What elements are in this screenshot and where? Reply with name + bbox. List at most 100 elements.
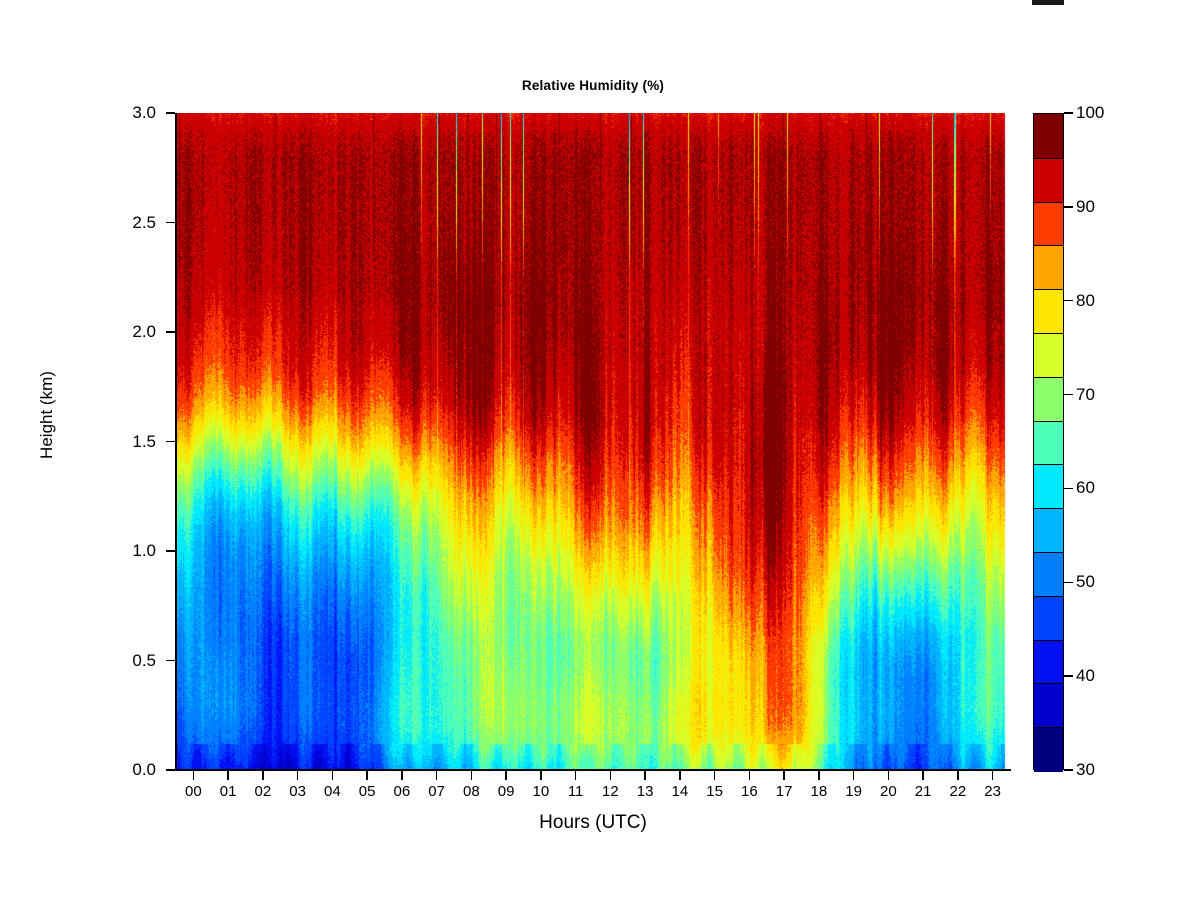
x-tick-mark xyxy=(470,771,473,780)
colorbar-separator xyxy=(1034,639,1063,641)
x-tick-mark xyxy=(713,771,716,780)
x-tick-mark xyxy=(227,771,229,780)
x-tick-label: 07 xyxy=(428,783,445,800)
x-axis-title: Hours (UTC) xyxy=(539,812,647,833)
x-tick-label: 02 xyxy=(254,783,272,800)
colorbar-tick-mark xyxy=(1064,393,1073,396)
colorbar-band xyxy=(1034,420,1063,465)
x-tick-label: 17 xyxy=(775,783,793,800)
colorbar-band xyxy=(1034,464,1063,509)
colorbar-separator xyxy=(1034,727,1063,729)
x-tick-mark xyxy=(748,771,751,780)
x-tick-label: 15 xyxy=(706,783,723,800)
x-tick-label: 05 xyxy=(358,783,376,800)
x-tick-mark xyxy=(922,771,924,780)
y-tick-label: 1.0 xyxy=(132,541,156,560)
colorbar-separator xyxy=(1034,552,1063,553)
colorbar[interactable] xyxy=(1033,113,1064,772)
x-tick-mark xyxy=(192,771,195,780)
x-tick-label: 08 xyxy=(463,783,480,800)
y-tick-label: 0.5 xyxy=(132,650,156,670)
x-tick-label: 23 xyxy=(984,783,1001,800)
x-tick-label: 06 xyxy=(393,783,411,800)
y-axis-title: Height (km) xyxy=(37,371,56,459)
colorbar-band xyxy=(1034,727,1063,772)
colorbar-separator xyxy=(1034,508,1063,510)
colorbar-band xyxy=(1034,289,1063,334)
colorbar-tick-mark xyxy=(1064,769,1073,771)
colorbar-tick-mark xyxy=(1064,206,1073,208)
colorbar-band xyxy=(1034,245,1063,290)
y-axis-spine xyxy=(175,113,177,771)
colorbar-band xyxy=(1034,595,1063,641)
x-tick-mark xyxy=(296,771,299,780)
colorbar-tick-mark xyxy=(1064,300,1073,302)
x-tick-mark xyxy=(644,771,646,780)
x-tick-label: 21 xyxy=(914,783,932,800)
x-tick-mark xyxy=(331,771,334,780)
colorbar-tick-label: 100 xyxy=(1076,103,1105,122)
x-tick-label: 13 xyxy=(636,783,654,800)
x-tick-mark xyxy=(852,771,855,780)
colorbar-band xyxy=(1034,201,1063,246)
x-tick-mark xyxy=(991,771,994,780)
x-tick-label: 18 xyxy=(810,783,828,800)
colorbar-separator xyxy=(1034,464,1063,466)
x-tick-mark xyxy=(887,771,890,780)
y-tick-label: 1.5 xyxy=(132,431,156,451)
heatmap-canvas[interactable] xyxy=(176,113,1010,770)
colorbar-band xyxy=(1034,333,1063,378)
colorbar-tick-label: 90 xyxy=(1076,196,1095,216)
x-tick-label: 04 xyxy=(324,783,341,800)
x-tick-mark xyxy=(957,771,959,780)
x-tick-label: 03 xyxy=(289,783,306,800)
y-tick-label: 0.0 xyxy=(132,760,156,779)
x-tick-label: 19 xyxy=(845,783,862,800)
y-tick-mark xyxy=(166,769,175,771)
colorbar-band xyxy=(1034,552,1063,597)
colorbar-band xyxy=(1034,639,1063,684)
top-right-artifact-bar xyxy=(1032,0,1064,5)
x-tick-mark xyxy=(818,771,820,780)
x-tick-label: 14 xyxy=(671,783,689,800)
colorbar-tick-label: 60 xyxy=(1076,478,1095,498)
x-tick-mark xyxy=(574,771,577,780)
y-tick-mark xyxy=(166,659,175,662)
x-tick-mark xyxy=(435,771,438,780)
x-axis-spine xyxy=(175,769,1011,771)
colorbar-band xyxy=(1034,508,1063,553)
colorbar-tick-label: 30 xyxy=(1076,760,1095,779)
x-tick-label: 20 xyxy=(880,783,897,800)
y-axis-title-wrap: Height (km) xyxy=(0,0,120,900)
y-tick-label: 2.5 xyxy=(132,212,156,232)
y-tick-mark xyxy=(166,221,175,224)
colorbar-band xyxy=(1034,683,1063,728)
x-tick-label: 00 xyxy=(185,783,202,800)
x-tick-mark xyxy=(505,771,507,780)
colorbar-tick-mark xyxy=(1064,487,1073,490)
x-tick-mark xyxy=(783,771,785,780)
y-tick-mark xyxy=(166,550,175,552)
colorbar-separator xyxy=(1034,420,1063,422)
colorbar-separator xyxy=(1034,683,1063,685)
colorbar-band xyxy=(1034,376,1063,422)
colorbar-tick-mark xyxy=(1064,675,1073,677)
colorbar-separator xyxy=(1034,157,1063,159)
colorbar-separator xyxy=(1034,201,1063,203)
x-tick-label: 11 xyxy=(567,783,584,800)
x-tick-mark xyxy=(262,771,264,780)
colorbar-band xyxy=(1034,157,1063,203)
colorbar-tick-mark xyxy=(1064,581,1073,583)
colorbar-separator xyxy=(1034,289,1063,291)
x-tick-mark xyxy=(609,771,612,780)
colorbar-tick-mark xyxy=(1064,112,1073,114)
plot-area[interactable] xyxy=(176,113,1010,770)
x-tick-label: 09 xyxy=(497,783,515,800)
colorbar-separator xyxy=(1034,333,1063,334)
y-tick-label: 2.0 xyxy=(132,322,156,341)
x-tick-label: 01 xyxy=(219,783,237,800)
colorbar-tick-label: 50 xyxy=(1076,572,1095,592)
y-tick-label: 3.0 xyxy=(132,103,156,122)
page-title: Relative Humidity (%) xyxy=(521,78,665,93)
